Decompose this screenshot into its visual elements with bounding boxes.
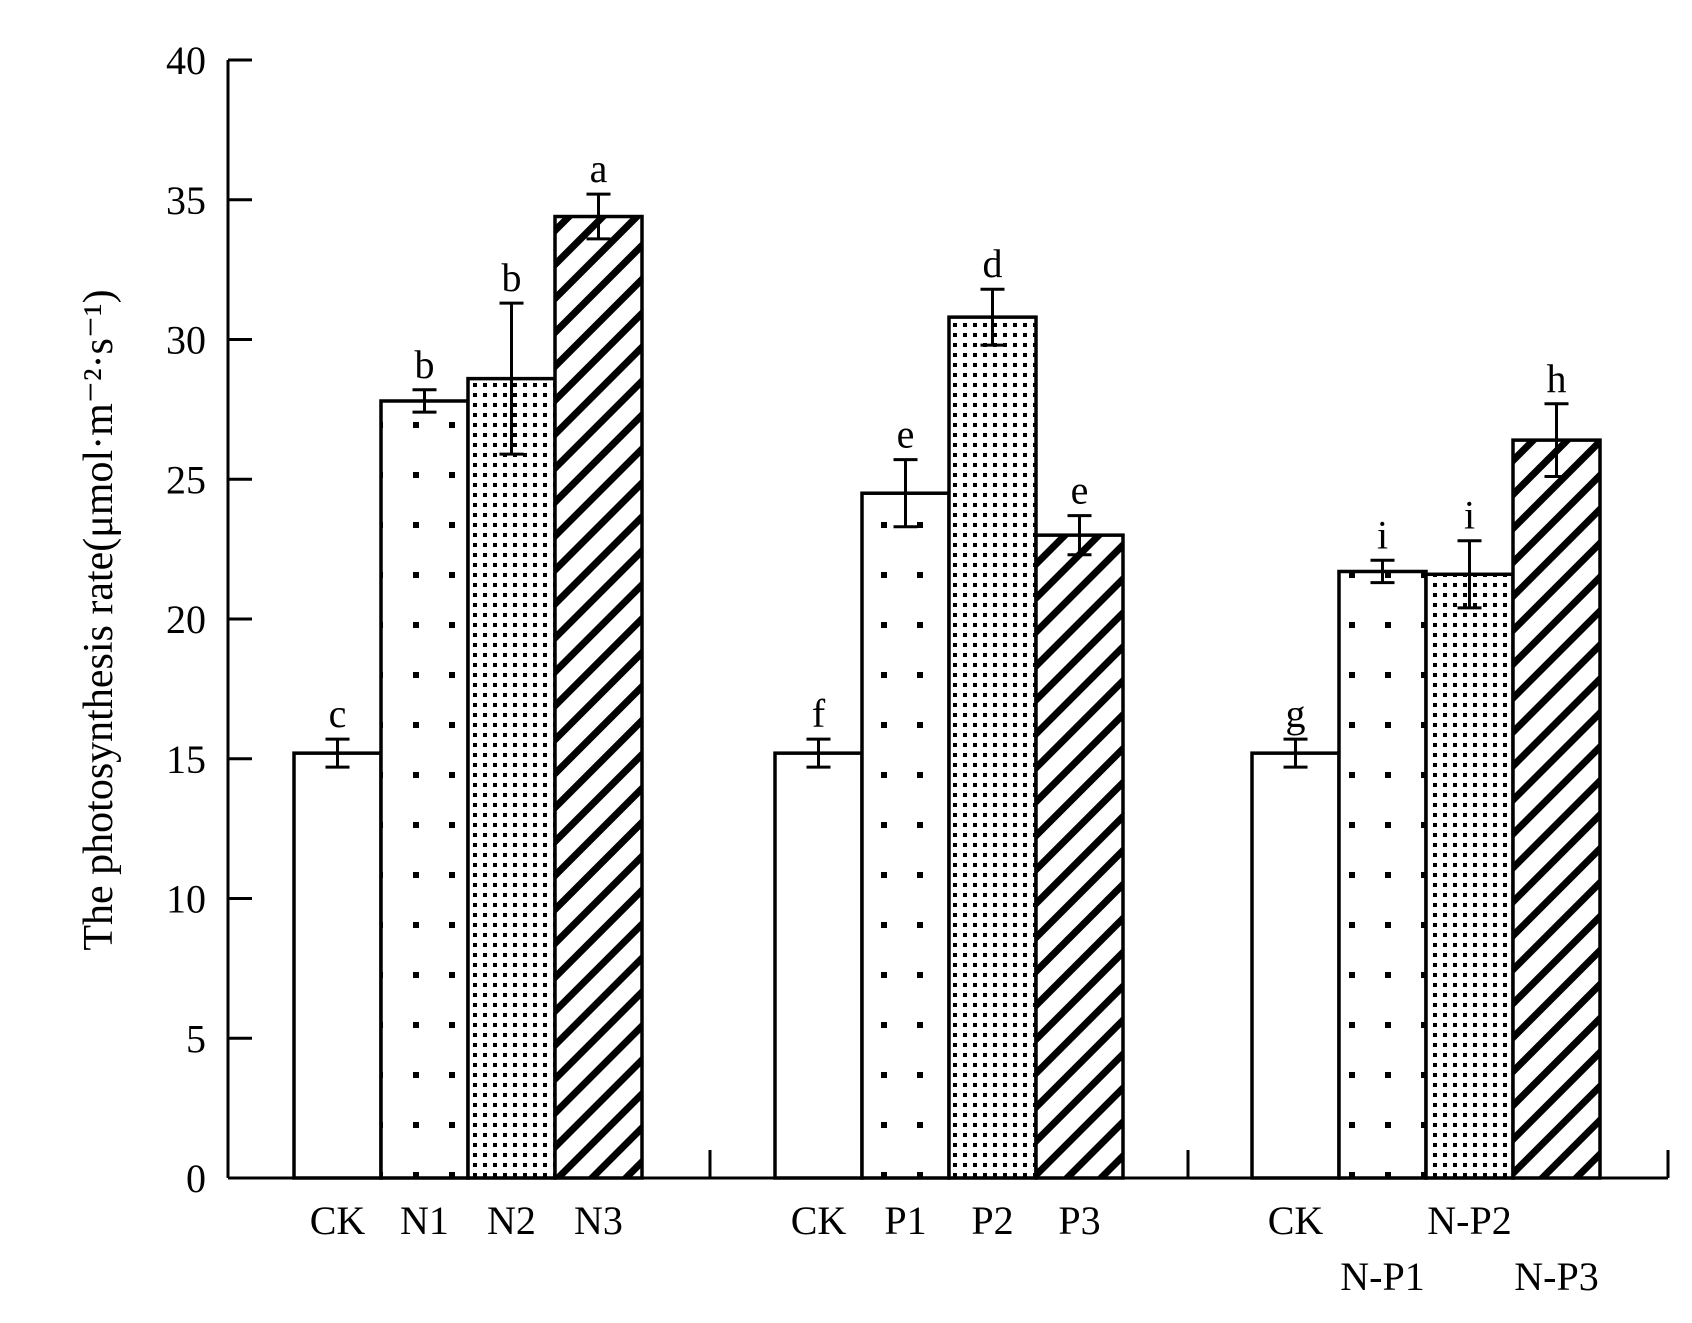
- y-tick-label: 5: [186, 1016, 206, 1061]
- bar: [379, 399, 470, 1180]
- x-category-label: N2: [487, 1198, 536, 1243]
- y-tick-label: 0: [186, 1156, 206, 1201]
- bar: [1424, 572, 1515, 1180]
- bar: [1250, 751, 1341, 1180]
- y-tick-label: 35: [166, 178, 206, 223]
- significance-label: c: [329, 691, 347, 736]
- significance-label: i: [1377, 512, 1388, 557]
- significance-label: i: [1464, 493, 1475, 538]
- bar: [1337, 569, 1428, 1180]
- plot-area: 0 5 10 15 20 25 30 35 40 c CK b N1 b N2 a N3 f CK e P1 d P2 e P3…: [166, 38, 1670, 1299]
- x-category-label: CK: [310, 1198, 366, 1243]
- significance-label: e: [1071, 468, 1089, 513]
- y-tick-label: 15: [166, 737, 206, 782]
- significance-label: b: [415, 342, 435, 387]
- bar: [466, 376, 557, 1180]
- x-category-label: N3: [574, 1198, 623, 1243]
- x-category-label: N-P2: [1427, 1198, 1511, 1243]
- y-tick-label: 30: [166, 318, 206, 363]
- bar: [860, 491, 951, 1180]
- x-category-label: N-P1: [1340, 1254, 1424, 1299]
- x-category-label: N-P3: [1514, 1254, 1598, 1299]
- significance-label: f: [812, 691, 826, 736]
- y-tick-label: 40: [166, 38, 206, 83]
- bar: [292, 751, 383, 1180]
- x-category-label: N1: [400, 1198, 449, 1243]
- bar: [773, 751, 864, 1180]
- x-category-label: P2: [971, 1198, 1013, 1243]
- bar: [947, 315, 1038, 1180]
- bar: [1511, 438, 1602, 1180]
- significance-label: d: [983, 241, 1003, 286]
- significance-label: b: [502, 255, 522, 300]
- significance-label: g: [1286, 691, 1306, 736]
- y-tick-label: 20: [166, 597, 206, 642]
- bar: [553, 214, 644, 1180]
- significance-label: a: [590, 146, 608, 191]
- x-category-label: CK: [791, 1198, 847, 1243]
- significance-label: h: [1547, 356, 1567, 401]
- x-category-label: P3: [1058, 1198, 1100, 1243]
- x-category-label: CK: [1268, 1198, 1324, 1243]
- x-category-label: P1: [884, 1198, 926, 1243]
- y-axis-title: The photosynthesis rate(μmol·m⁻²·s⁻¹): [76, 289, 122, 950]
- significance-label: e: [897, 412, 915, 457]
- y-tick-label: 10: [166, 877, 206, 922]
- y-tick-label: 25: [166, 457, 206, 502]
- bar: [1034, 533, 1125, 1180]
